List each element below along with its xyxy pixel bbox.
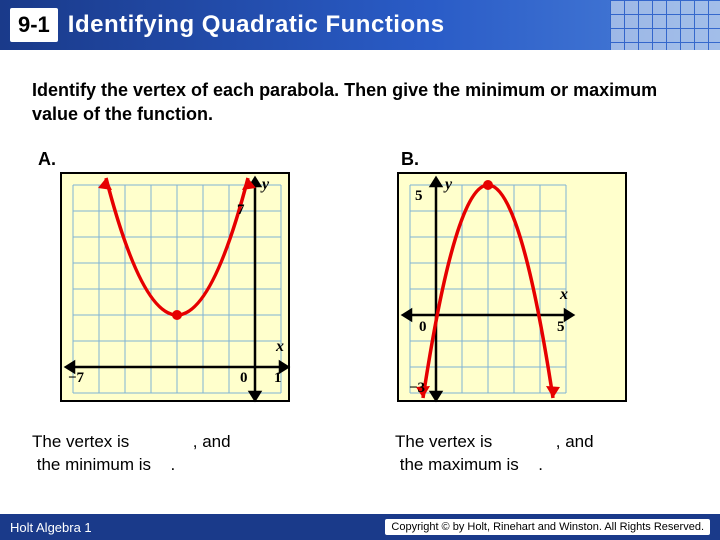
graph-b-origin: 0 bbox=[419, 319, 427, 336]
parabola-b-vertex-dot bbox=[483, 180, 493, 190]
graph-b: y x 5 0 5 −3 bbox=[397, 172, 627, 402]
graph-b-grid bbox=[410, 185, 566, 393]
graph-a-xright: 1 bbox=[274, 370, 282, 387]
graph-b-ybottom: −3 bbox=[409, 380, 425, 397]
panel-b-answer-l2a: the maximum is bbox=[400, 455, 524, 474]
panel-a-answer-l2b: . bbox=[171, 455, 176, 474]
panel-b: B. bbox=[395, 149, 688, 477]
graph-a-x-axis-label: x bbox=[276, 338, 284, 356]
graph-a-y-axis-label: y bbox=[262, 176, 269, 194]
parabola-a-arrow-left bbox=[98, 178, 112, 190]
panel-b-answer: The vertex is , and the maximum is . bbox=[395, 431, 688, 477]
graph-b-x-axis-label: x bbox=[560, 286, 568, 304]
panel-a: A. bbox=[32, 149, 325, 477]
chapter-badge: 9-1 bbox=[10, 8, 58, 42]
graph-b-xright: 5 bbox=[557, 319, 565, 336]
graph-a-xleft: −7 bbox=[68, 370, 84, 387]
parabola-b-arrow-right bbox=[546, 386, 560, 398]
parabola-a-vertex-dot bbox=[172, 310, 182, 320]
panel-a-answer-l1a: The vertex is bbox=[32, 432, 134, 451]
header-band: 9-1 Identifying Quadratic Functions bbox=[0, 0, 720, 50]
graph-a-svg bbox=[62, 174, 292, 404]
panel-b-answer-l1b: , and bbox=[556, 432, 594, 451]
header-grid-decoration bbox=[610, 0, 720, 50]
footer-copyright: Copyright © by Holt, Rinehart and Winsto… bbox=[385, 519, 710, 535]
footer-left: Holt Algebra 1 bbox=[10, 520, 92, 535]
problem-prompt: Identify the vertex of each parabola. Th… bbox=[32, 78, 688, 127]
panel-b-answer-l2b: . bbox=[538, 455, 543, 474]
panel-a-answer-l2a: the minimum is bbox=[37, 455, 156, 474]
graph-a-grid bbox=[73, 185, 281, 393]
content-area: Identify the vertex of each parabola. Th… bbox=[0, 50, 720, 476]
panel-a-answer: The vertex is , and the minimum is . bbox=[32, 431, 325, 477]
graph-a: y x 7 −7 0 1 bbox=[60, 172, 290, 402]
footer-bar: Holt Algebra 1 Copyright © by Holt, Rine… bbox=[0, 514, 720, 540]
graph-b-y-axis-label: y bbox=[445, 176, 452, 194]
panel-b-answer-l1a: The vertex is bbox=[395, 432, 497, 451]
panel-a-label: A. bbox=[38, 149, 325, 170]
panel-a-answer-l1b: , and bbox=[193, 432, 231, 451]
graph-b-svg bbox=[399, 174, 629, 404]
panel-b-label: B. bbox=[401, 149, 688, 170]
panels-row: A. bbox=[32, 149, 688, 477]
graph-a-ytop: 7 bbox=[237, 202, 245, 219]
graph-b-ytop: 5 bbox=[415, 188, 423, 205]
graph-a-origin: 0 bbox=[240, 370, 248, 387]
header-title: Identifying Quadratic Functions bbox=[68, 11, 445, 39]
